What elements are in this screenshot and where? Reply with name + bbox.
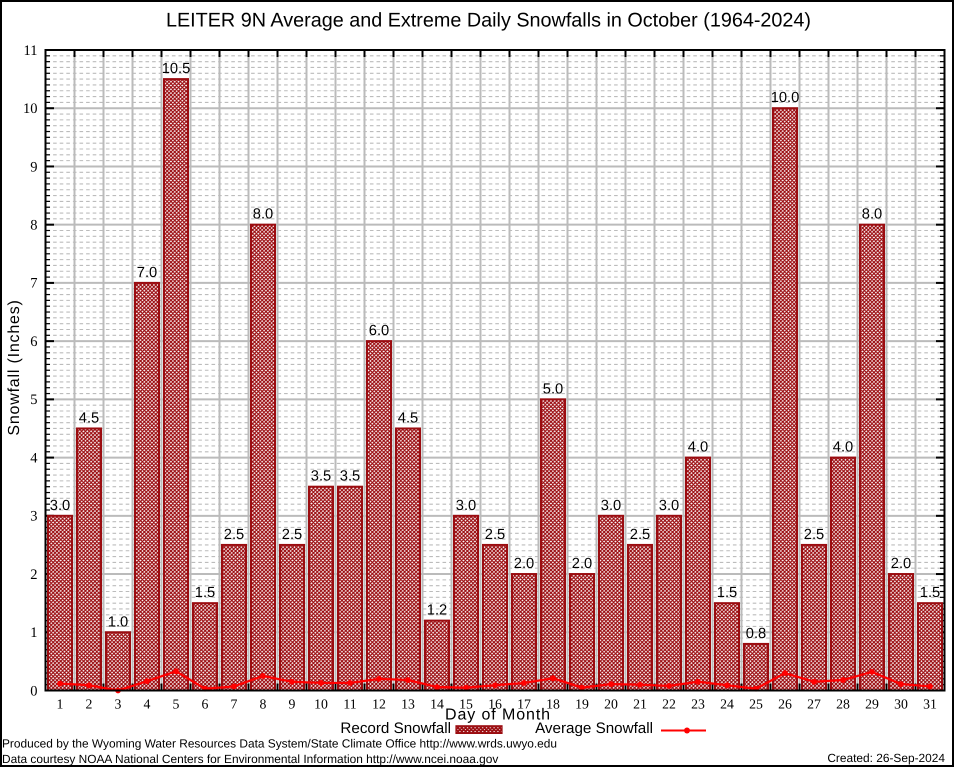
svg-text:27: 27: [807, 697, 821, 712]
svg-text:1.2: 1.2: [427, 603, 447, 619]
svg-text:11: 11: [343, 697, 356, 712]
svg-text:10.5: 10.5: [162, 61, 191, 77]
svg-text:1: 1: [30, 625, 37, 641]
svg-text:2.5: 2.5: [282, 527, 302, 543]
svg-text:Record Snowfall: Record Snowfall: [340, 720, 451, 737]
svg-text:29: 29: [865, 697, 879, 712]
svg-text:14: 14: [430, 697, 444, 712]
svg-text:3: 3: [30, 509, 37, 525]
svg-text:17: 17: [517, 697, 531, 712]
svg-text:1.5: 1.5: [195, 585, 215, 601]
svg-text:Snowfall (Inches): Snowfall (Inches): [6, 299, 23, 435]
svg-text:2.5: 2.5: [485, 527, 505, 543]
svg-text:2.0: 2.0: [891, 556, 911, 572]
svg-text:10: 10: [23, 101, 38, 117]
svg-text:3.0: 3.0: [601, 498, 621, 514]
svg-text:Produced by the Wyoming Water: Produced by the Wyoming Water Resources …: [2, 737, 557, 751]
svg-text:7: 7: [231, 697, 238, 712]
svg-text:9: 9: [289, 697, 296, 712]
svg-text:10: 10: [314, 697, 328, 712]
svg-text:5: 5: [173, 697, 180, 712]
svg-text:2: 2: [86, 697, 93, 712]
svg-text:19: 19: [575, 697, 589, 712]
svg-text:3.0: 3.0: [456, 498, 476, 514]
svg-text:28: 28: [836, 697, 850, 712]
svg-text:4.5: 4.5: [79, 410, 99, 426]
svg-text:Day of Month: Day of Month: [445, 707, 551, 724]
svg-text:4.0: 4.0: [833, 440, 853, 456]
svg-text:Data courtesy NOAA National Ce: Data courtesy NOAA National Centers for …: [2, 752, 498, 766]
svg-text:3.5: 3.5: [340, 469, 360, 485]
svg-text:Average Snowfall: Average Snowfall: [535, 720, 653, 737]
svg-text:2.0: 2.0: [514, 556, 534, 572]
svg-text:8: 8: [30, 217, 37, 233]
svg-text:13: 13: [401, 697, 415, 712]
svg-text:11: 11: [24, 43, 38, 59]
svg-text:5.0: 5.0: [543, 381, 563, 397]
svg-text:8.0: 8.0: [862, 207, 882, 223]
svg-text:20: 20: [604, 697, 618, 712]
svg-text:4.5: 4.5: [398, 410, 418, 426]
svg-text:15: 15: [459, 697, 473, 712]
svg-text:2: 2: [30, 567, 37, 583]
svg-text:16: 16: [488, 697, 502, 712]
svg-text:LEITER 9N Average and Extreme: LEITER 9N Average and Extreme Daily Snow…: [166, 10, 811, 32]
svg-text:30: 30: [894, 697, 908, 712]
svg-text:3.0: 3.0: [50, 498, 70, 514]
svg-text:2.5: 2.5: [630, 527, 650, 543]
svg-text:25: 25: [749, 697, 763, 712]
svg-text:7: 7: [30, 276, 37, 292]
svg-text:9: 9: [30, 159, 37, 175]
svg-text:3.5: 3.5: [311, 469, 331, 485]
svg-text:31: 31: [923, 697, 937, 712]
svg-text:6: 6: [30, 334, 37, 350]
svg-text:2.5: 2.5: [804, 527, 824, 543]
svg-text:12: 12: [372, 697, 386, 712]
svg-text:26: 26: [778, 697, 792, 712]
svg-text:0.8: 0.8: [746, 626, 766, 642]
svg-text:1.5: 1.5: [920, 585, 940, 601]
svg-text:8: 8: [260, 697, 267, 712]
svg-text:23: 23: [691, 697, 705, 712]
svg-text:8.0: 8.0: [253, 207, 273, 223]
svg-text:1.0: 1.0: [108, 614, 128, 630]
svg-text:1: 1: [57, 697, 64, 712]
svg-text:0: 0: [30, 683, 37, 699]
svg-text:6.0: 6.0: [369, 323, 389, 339]
svg-text:5: 5: [30, 392, 37, 408]
svg-text:3: 3: [115, 697, 122, 712]
svg-text:2.0: 2.0: [572, 556, 592, 572]
svg-text:24: 24: [720, 697, 734, 712]
svg-text:6: 6: [202, 697, 209, 712]
svg-text:4.0: 4.0: [688, 440, 708, 456]
svg-text:22: 22: [662, 697, 676, 712]
svg-text:7.0: 7.0: [137, 265, 157, 281]
svg-text:4: 4: [144, 697, 151, 712]
svg-text:1.5: 1.5: [717, 585, 737, 601]
svg-text:4: 4: [30, 450, 38, 466]
svg-text:18: 18: [546, 697, 560, 712]
svg-text:Created: 26-Sep-2024: Created: 26-Sep-2024: [827, 751, 945, 765]
svg-text:3.0: 3.0: [659, 498, 679, 514]
svg-text:2.5: 2.5: [224, 527, 244, 543]
svg-text:10.0: 10.0: [771, 90, 800, 106]
svg-text:21: 21: [633, 697, 647, 712]
